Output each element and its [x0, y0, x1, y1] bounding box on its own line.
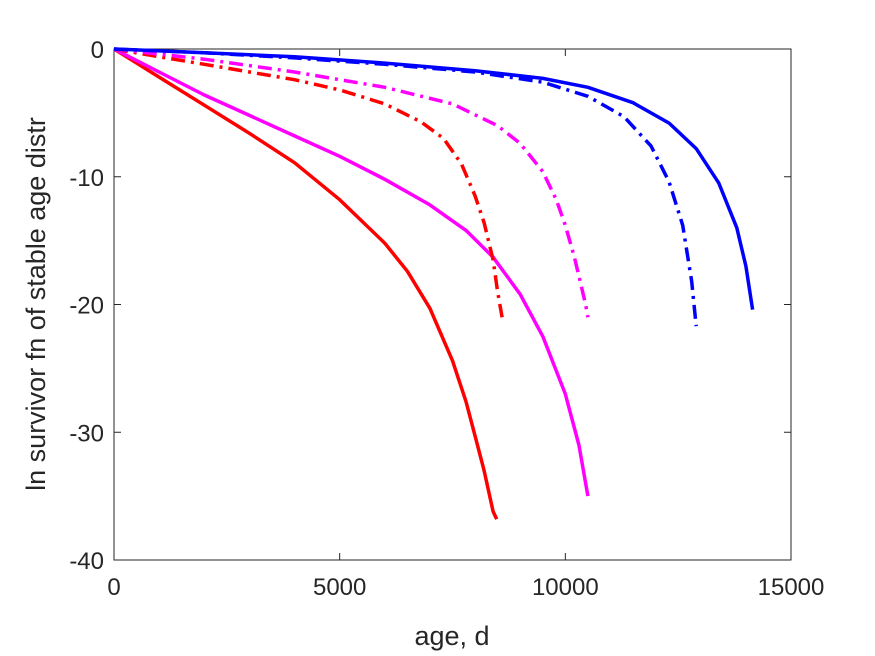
y-tick-label: -20	[69, 293, 104, 320]
plot-area	[113, 48, 792, 561]
x-tick-label: 5000	[313, 574, 366, 601]
series-line-3	[113, 47, 504, 318]
y-tick-label: -40	[69, 548, 104, 575]
x-tick-label: 10000	[532, 574, 599, 601]
x-tick-label: 0	[107, 574, 120, 601]
series-line-2	[113, 47, 590, 497]
y-tick-label: 0	[91, 37, 104, 64]
y-axis-label: ln survivor fn of stable age distr	[21, 117, 51, 491]
x-axis-label: age, d	[414, 621, 489, 651]
y-tick-label: -30	[69, 420, 104, 447]
series-line-6	[113, 47, 755, 310]
axis-ticks	[113, 48, 792, 561]
series-layer	[113, 47, 755, 520]
y-tick-label: -10	[69, 165, 104, 192]
series-line-1	[113, 47, 499, 520]
x-tick-label: 15000	[758, 574, 825, 601]
series-line-4	[113, 47, 590, 318]
tick-labels: 0 5000 10000 15000 -40 -30 -20 -10 0	[69, 37, 824, 601]
